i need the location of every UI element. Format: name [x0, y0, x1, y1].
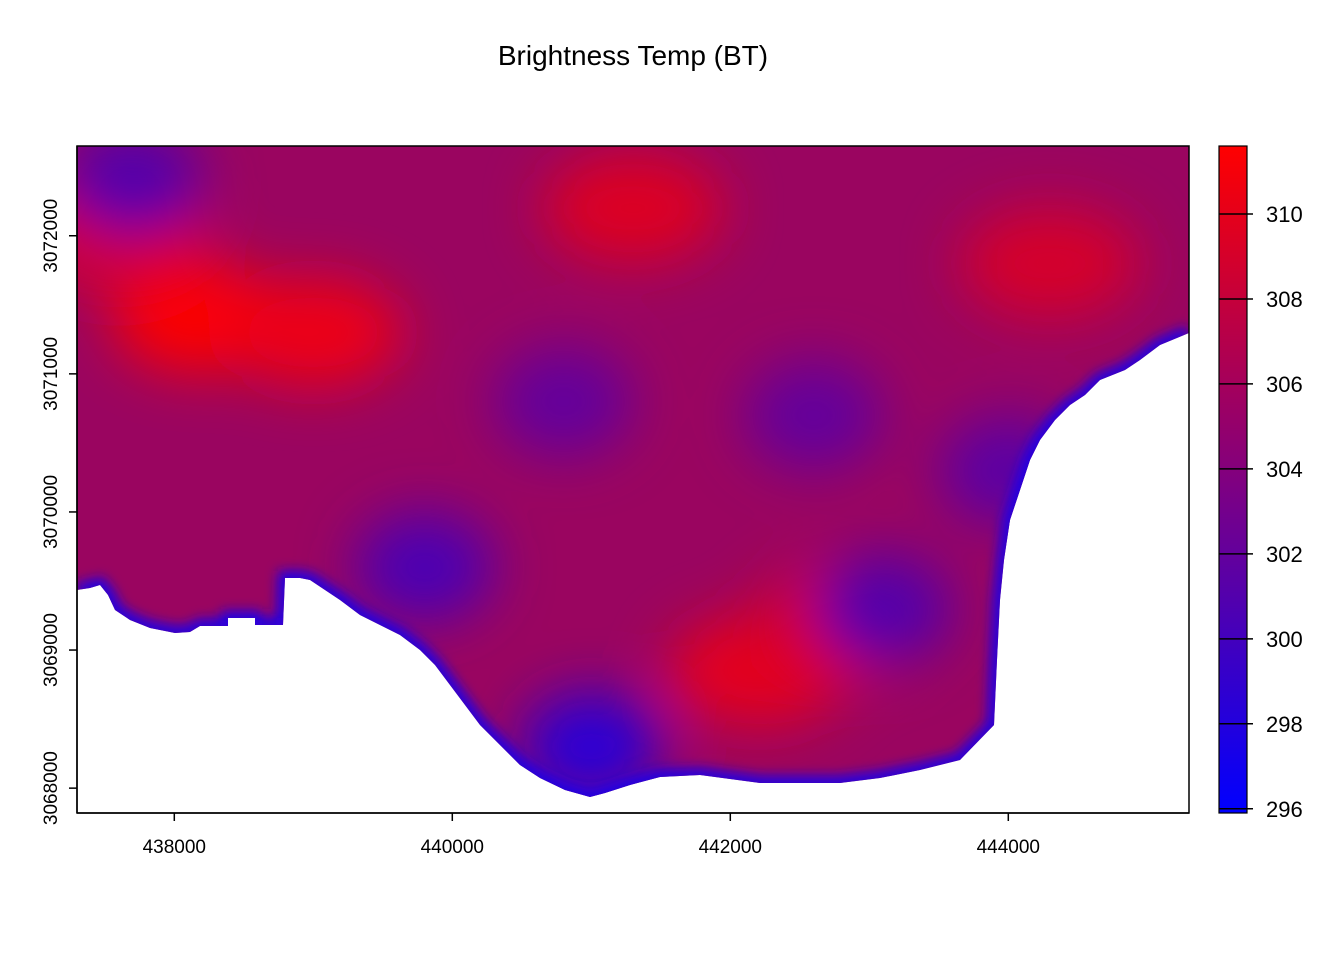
x-tick-label: 442000	[699, 837, 762, 858]
plot-area: 438000 440000 442000 444000 306800030690003…	[41, 145, 1190, 858]
cool-spot	[354, 512, 495, 623]
colorbar-tick-label: 306	[1266, 372, 1303, 397]
y-tick-label: 3068000	[41, 751, 62, 825]
cool-spot	[743, 360, 884, 471]
colorbar-ticks: 296 298 300 302 304 306 308 310	[1219, 202, 1303, 822]
x-axis: 438000 440000 442000 444000	[77, 812, 1189, 858]
x-tick-label: 440000	[421, 837, 484, 858]
chart-title: Brightness Temp (BT)	[498, 40, 768, 71]
cool-spot	[813, 553, 954, 664]
hot-spot	[543, 153, 723, 264]
cool-spot	[493, 346, 634, 457]
colorbar-tick-label: 302	[1266, 542, 1303, 567]
colorbar-tick-label: 296	[1266, 797, 1303, 822]
x-tick-label: 444000	[977, 837, 1040, 858]
cool-spot	[521, 691, 662, 797]
colorbar-tick-label: 300	[1266, 627, 1303, 652]
colorbar: 296 298 300 302 304 306 308 310	[1218, 145, 1303, 822]
y-axis: 3068000 3069000 3070000 3071000 3072000	[41, 146, 78, 825]
colorbar-tick-label: 298	[1266, 712, 1303, 737]
raster-variation	[77, 146, 1140, 797]
x-tick-label: 438000	[143, 837, 206, 858]
coastal-cool-fringe	[77, 326, 1189, 797]
colorbar-tick-label: 308	[1266, 287, 1303, 312]
y-tick-label: 3069000	[41, 613, 62, 687]
colorbar-gradient	[1218, 145, 1248, 814]
hot-spot	[960, 208, 1140, 319]
raster	[77, 146, 1189, 797]
cool-spot	[77, 146, 203, 236]
y-tick-label: 3070000	[41, 475, 62, 549]
colorbar-tick-label: 310	[1266, 202, 1303, 227]
colorbar-tick-label: 304	[1266, 457, 1303, 482]
hot-spot	[223, 277, 404, 388]
y-tick-label: 3072000	[41, 199, 62, 273]
y-tick-label: 3071000	[41, 337, 62, 411]
